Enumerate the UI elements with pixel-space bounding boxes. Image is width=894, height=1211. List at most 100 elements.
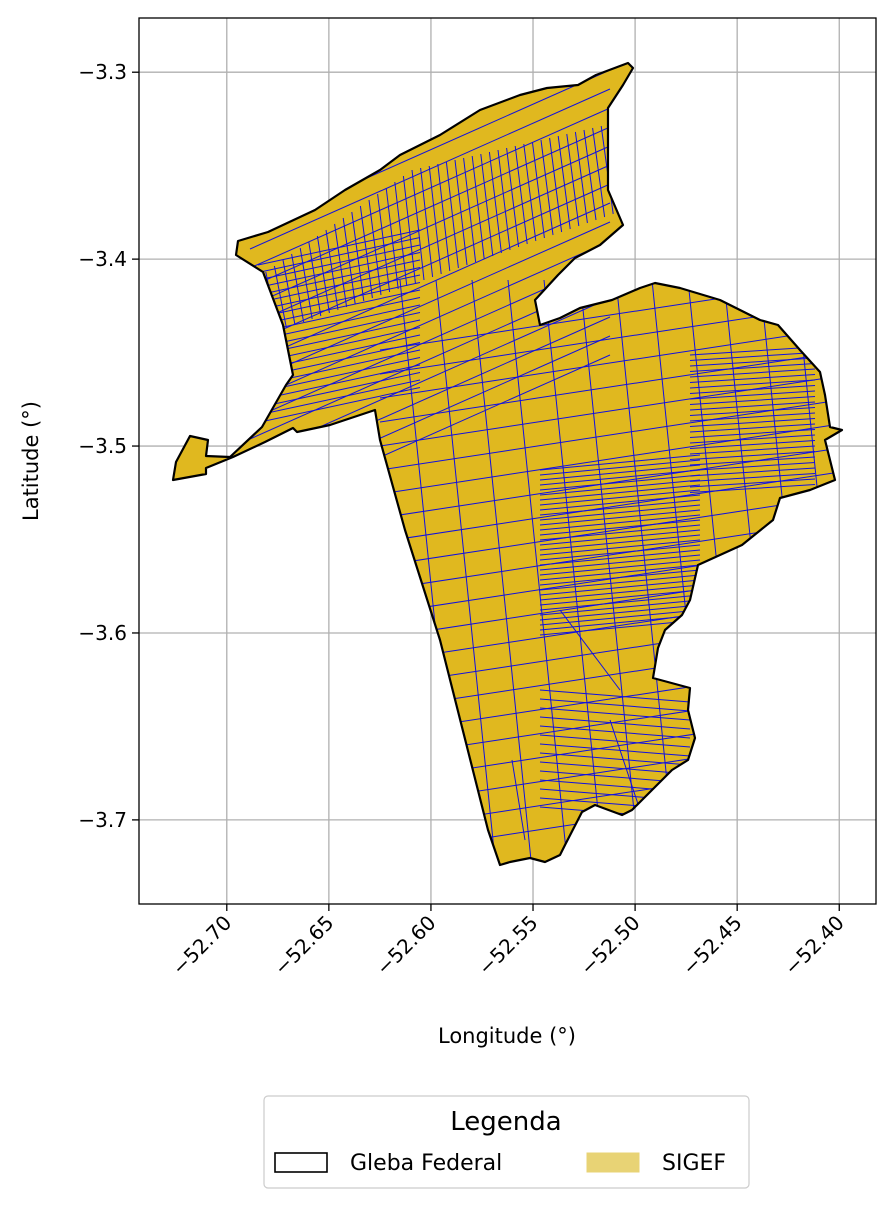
parcel-line xyxy=(239,289,253,341)
parcel-line xyxy=(539,534,701,551)
y-tick-label: −3.4 xyxy=(78,247,127,271)
parcel-line xyxy=(539,459,701,476)
parcel-line xyxy=(689,363,816,372)
parcel-line xyxy=(689,429,816,438)
parcel-line xyxy=(514,145,528,245)
parcel-line xyxy=(379,495,841,567)
parcel-line xyxy=(471,279,533,865)
legend-label-gleba-federal: Gleba Federal xyxy=(350,1151,502,1176)
parcel-line xyxy=(257,379,421,416)
parcel-line xyxy=(539,564,701,581)
x-tick-label: −52.40 xyxy=(779,911,848,980)
y-tick-label: −3.3 xyxy=(78,60,127,84)
parcel-line xyxy=(249,126,611,288)
parcel-line xyxy=(539,524,701,541)
parcel-line xyxy=(257,387,421,423)
parcel-line xyxy=(559,609,621,691)
parcel-line xyxy=(689,467,816,477)
parcel-line xyxy=(689,357,816,367)
parcel-line xyxy=(539,574,701,591)
parcel-line xyxy=(249,88,611,250)
parcel-line xyxy=(539,539,701,556)
parcel-line xyxy=(579,279,641,865)
parcel-line xyxy=(257,364,421,401)
parcel-line xyxy=(539,609,701,626)
parcel-line xyxy=(539,716,691,730)
x-tick-label: −52.50 xyxy=(575,911,644,980)
parcel-line xyxy=(539,554,701,571)
parcel-line xyxy=(689,396,816,405)
parcel-line xyxy=(248,283,262,338)
parcel-line xyxy=(257,259,421,296)
x-tick-label: −52.60 xyxy=(371,911,440,980)
parcel-line xyxy=(249,183,611,345)
x-tick-label: −52.55 xyxy=(473,911,542,980)
parcel-line xyxy=(539,569,701,586)
y-tick-label: −3.6 xyxy=(78,621,127,645)
x-tick-label: −52.45 xyxy=(677,911,746,980)
parcel-line xyxy=(539,519,701,536)
parcel-line xyxy=(689,368,816,378)
parcel-line xyxy=(539,504,701,521)
parcel-line xyxy=(689,418,816,427)
parcel-line xyxy=(592,127,606,218)
x-axis-label: Longitude (°) xyxy=(438,1024,576,1048)
parcel-line xyxy=(689,352,816,361)
parcel-line xyxy=(689,478,816,488)
parcel-line xyxy=(543,279,605,865)
parcel-line xyxy=(539,604,701,621)
legend-label-sigef: SIGEF xyxy=(662,1151,726,1176)
parcel-line xyxy=(435,279,497,865)
parcel-line xyxy=(308,241,322,317)
parcel-line xyxy=(689,473,816,482)
parcel-line xyxy=(539,579,701,596)
parcel-line xyxy=(539,544,701,561)
parcel-line xyxy=(539,698,691,712)
parcel-line xyxy=(379,351,841,423)
parcel-line xyxy=(411,169,425,281)
parcel-line xyxy=(539,509,701,526)
map-layer xyxy=(171,61,844,867)
parcel-line xyxy=(511,759,526,841)
parcel-line xyxy=(257,252,421,288)
parcel-line xyxy=(249,107,611,269)
parcel-line xyxy=(539,707,691,721)
parcel-line xyxy=(539,743,691,757)
parcel-line xyxy=(351,211,365,302)
y-axis-label: Latitude (°) xyxy=(19,401,43,521)
parcel-line xyxy=(257,229,421,266)
legend-swatch-sigef xyxy=(586,1152,640,1173)
parcel-line xyxy=(795,279,842,865)
parcel-line xyxy=(539,589,701,606)
parcel-line xyxy=(257,274,421,311)
parcel-line xyxy=(539,494,701,511)
parcel-line xyxy=(539,559,701,576)
parcel-line xyxy=(437,163,451,272)
parcel-line xyxy=(539,514,701,531)
parcel-line xyxy=(316,235,330,314)
parcel-line xyxy=(257,267,421,303)
parcel-line xyxy=(539,594,701,611)
parcel-line xyxy=(291,253,305,323)
parcel-line xyxy=(379,471,841,543)
parcel-line xyxy=(523,143,537,242)
parcel-line xyxy=(531,141,545,239)
y-axis-ticks: −3.3 −3.4 −3.5 −3.6 −3.7 xyxy=(78,60,139,832)
parcel-line xyxy=(689,379,816,389)
parcel-line xyxy=(689,385,816,394)
parcel-line xyxy=(379,423,841,495)
parcel-line xyxy=(497,149,511,251)
legend-swatch-gleba-federal xyxy=(274,1152,328,1173)
parcel-line xyxy=(539,479,701,496)
x-axis-ticks: −52.70 −52.65 −52.60 −52.55 −52.50 −52.45 −52.… xyxy=(167,904,849,980)
legend-title: Legenda xyxy=(450,1107,561,1137)
parcel-line xyxy=(539,689,691,703)
parcel-line xyxy=(539,499,701,516)
parcel-line xyxy=(689,462,816,471)
parcel-line xyxy=(689,423,816,433)
parcel-line xyxy=(609,719,641,811)
plot-frame xyxy=(138,17,877,905)
parcel-line xyxy=(257,237,421,273)
parcel-line xyxy=(428,165,442,275)
